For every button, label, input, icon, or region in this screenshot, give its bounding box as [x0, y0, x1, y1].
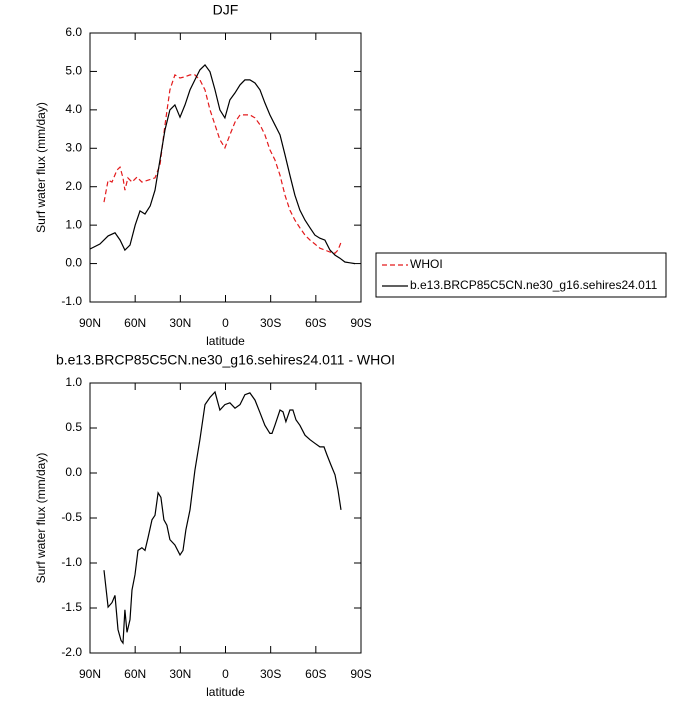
x-tick-label: 60S	[305, 667, 326, 681]
y-tick-label: -0.5	[61, 510, 82, 524]
legend-label: WHOI	[410, 257, 443, 271]
data-line	[103, 390, 342, 645]
x-tick-label: 60S	[305, 316, 326, 330]
plot-frame	[89, 32, 362, 303]
y-tick-label: -1.0	[61, 555, 82, 569]
y-tick-label: 0.0	[65, 465, 82, 479]
x-tick-label: 30N	[169, 316, 191, 330]
y-axis-label: Surf water flux (mm/day)	[34, 102, 48, 233]
x-tick-label: 90N	[79, 316, 101, 330]
data-line	[103, 73, 342, 254]
y-tick-label: 2.0	[65, 179, 82, 193]
y-tick-label: 1.0	[65, 217, 82, 231]
x-tick-label: 0	[222, 667, 229, 681]
x-axis-label: latitude	[206, 334, 245, 348]
x-tick-label: 90S	[350, 667, 371, 681]
legend-label: b.e13.BRCP85C5CN.ne30_g16.sehires24.011	[410, 278, 658, 292]
y-tick-label: 0.5	[65, 420, 82, 434]
x-tick-label: 30N	[169, 667, 191, 681]
y-tick-label: 3.0	[65, 140, 82, 154]
y-axis-label: Surf water flux (mm/day)	[34, 453, 48, 584]
y-tick-label: 5.0	[65, 64, 82, 78]
x-tick-label: 90N	[79, 667, 101, 681]
x-tick-label: 60N	[124, 316, 146, 330]
data-line	[89, 63, 356, 265]
legend-box	[375, 252, 667, 298]
x-tick-label: 90S	[350, 316, 371, 330]
y-tick-label: 6.0	[65, 25, 82, 39]
y-tick-label: 0.0	[65, 256, 82, 270]
x-tick-label: 0	[222, 316, 229, 330]
x-tick-label: 60N	[124, 667, 146, 681]
x-tick-label: 30S	[260, 667, 281, 681]
y-tick-label: -2.0	[61, 645, 82, 659]
y-tick-label: 4.0	[65, 102, 82, 116]
chart-title: b.e13.BRCP85C5CN.ne30_g16.sehires24.011 …	[56, 352, 395, 368]
y-tick-label: -1.5	[61, 600, 82, 614]
y-tick-label: -1.0	[61, 294, 82, 308]
x-tick-label: 30S	[260, 316, 281, 330]
x-axis-label: latitude	[206, 685, 245, 699]
y-tick-label: 1.0	[65, 375, 82, 389]
chart-title: DJF	[213, 2, 239, 18]
